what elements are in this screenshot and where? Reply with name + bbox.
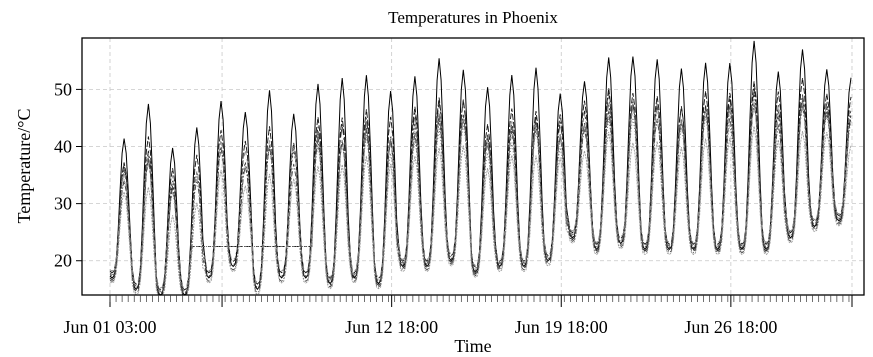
y-axis-label: Temperature/°C — [14, 109, 34, 224]
series-line — [110, 102, 851, 288]
series-line — [110, 87, 851, 295]
x-axis-label: Time — [454, 336, 491, 356]
x-tick-label: Jun 19 18:00 — [515, 317, 608, 337]
y-tick-label: 30 — [54, 194, 72, 214]
series-line — [110, 92, 851, 293]
x-axis: Jun 01 03:00 Jun 12 18:00 Jun 19 18:00 Jun … — [63, 295, 852, 337]
series-line — [110, 100, 851, 296]
y-tick-label: 40 — [54, 137, 72, 157]
y-tick-label: 20 — [54, 251, 72, 271]
plot-frame — [82, 38, 864, 295]
y-tick-label: 50 — [54, 79, 72, 99]
series-line — [110, 41, 851, 295]
y-axis: 20 30 40 50 — [54, 79, 82, 270]
x-tick-label: Jun 26 18:00 — [684, 317, 777, 337]
series-line — [110, 101, 851, 292]
grid-lines — [82, 38, 864, 295]
chart-title: Temperatures in Phoenix — [388, 8, 558, 27]
x-tick-label: Jun 01 03:00 — [63, 317, 156, 337]
series-lines — [110, 41, 851, 295]
x-tick-label: Jun 12 18:00 — [345, 317, 438, 337]
